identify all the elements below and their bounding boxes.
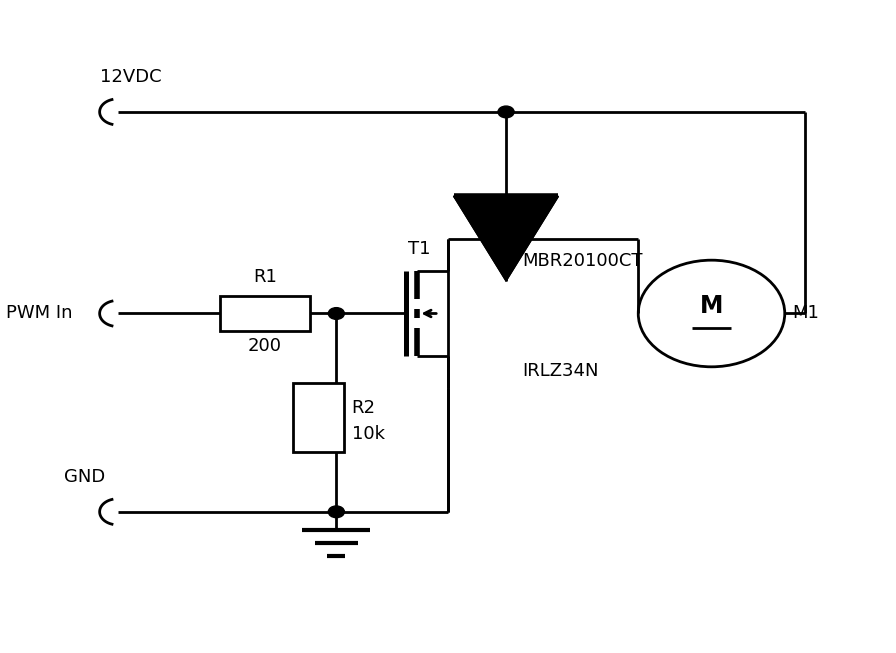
Text: M: M bbox=[700, 294, 723, 318]
Text: R2: R2 bbox=[351, 399, 375, 417]
Bar bbox=[293, 383, 344, 452]
Circle shape bbox=[498, 233, 514, 245]
Text: GND: GND bbox=[64, 468, 105, 486]
Text: D1: D1 bbox=[522, 204, 547, 223]
Text: 200: 200 bbox=[248, 336, 282, 355]
Polygon shape bbox=[453, 197, 558, 281]
Text: T1: T1 bbox=[408, 240, 430, 258]
Text: 12VDC: 12VDC bbox=[99, 68, 161, 86]
Bar bbox=[220, 296, 309, 331]
Text: MBR20100CT: MBR20100CT bbox=[522, 251, 642, 270]
Text: 10k: 10k bbox=[351, 425, 384, 443]
Circle shape bbox=[328, 506, 344, 518]
Text: IRLZ34N: IRLZ34N bbox=[522, 362, 599, 380]
Text: M1: M1 bbox=[792, 304, 819, 323]
Circle shape bbox=[328, 308, 344, 319]
Text: R1: R1 bbox=[253, 268, 277, 286]
Circle shape bbox=[498, 106, 514, 118]
Text: PWM In: PWM In bbox=[6, 304, 73, 323]
